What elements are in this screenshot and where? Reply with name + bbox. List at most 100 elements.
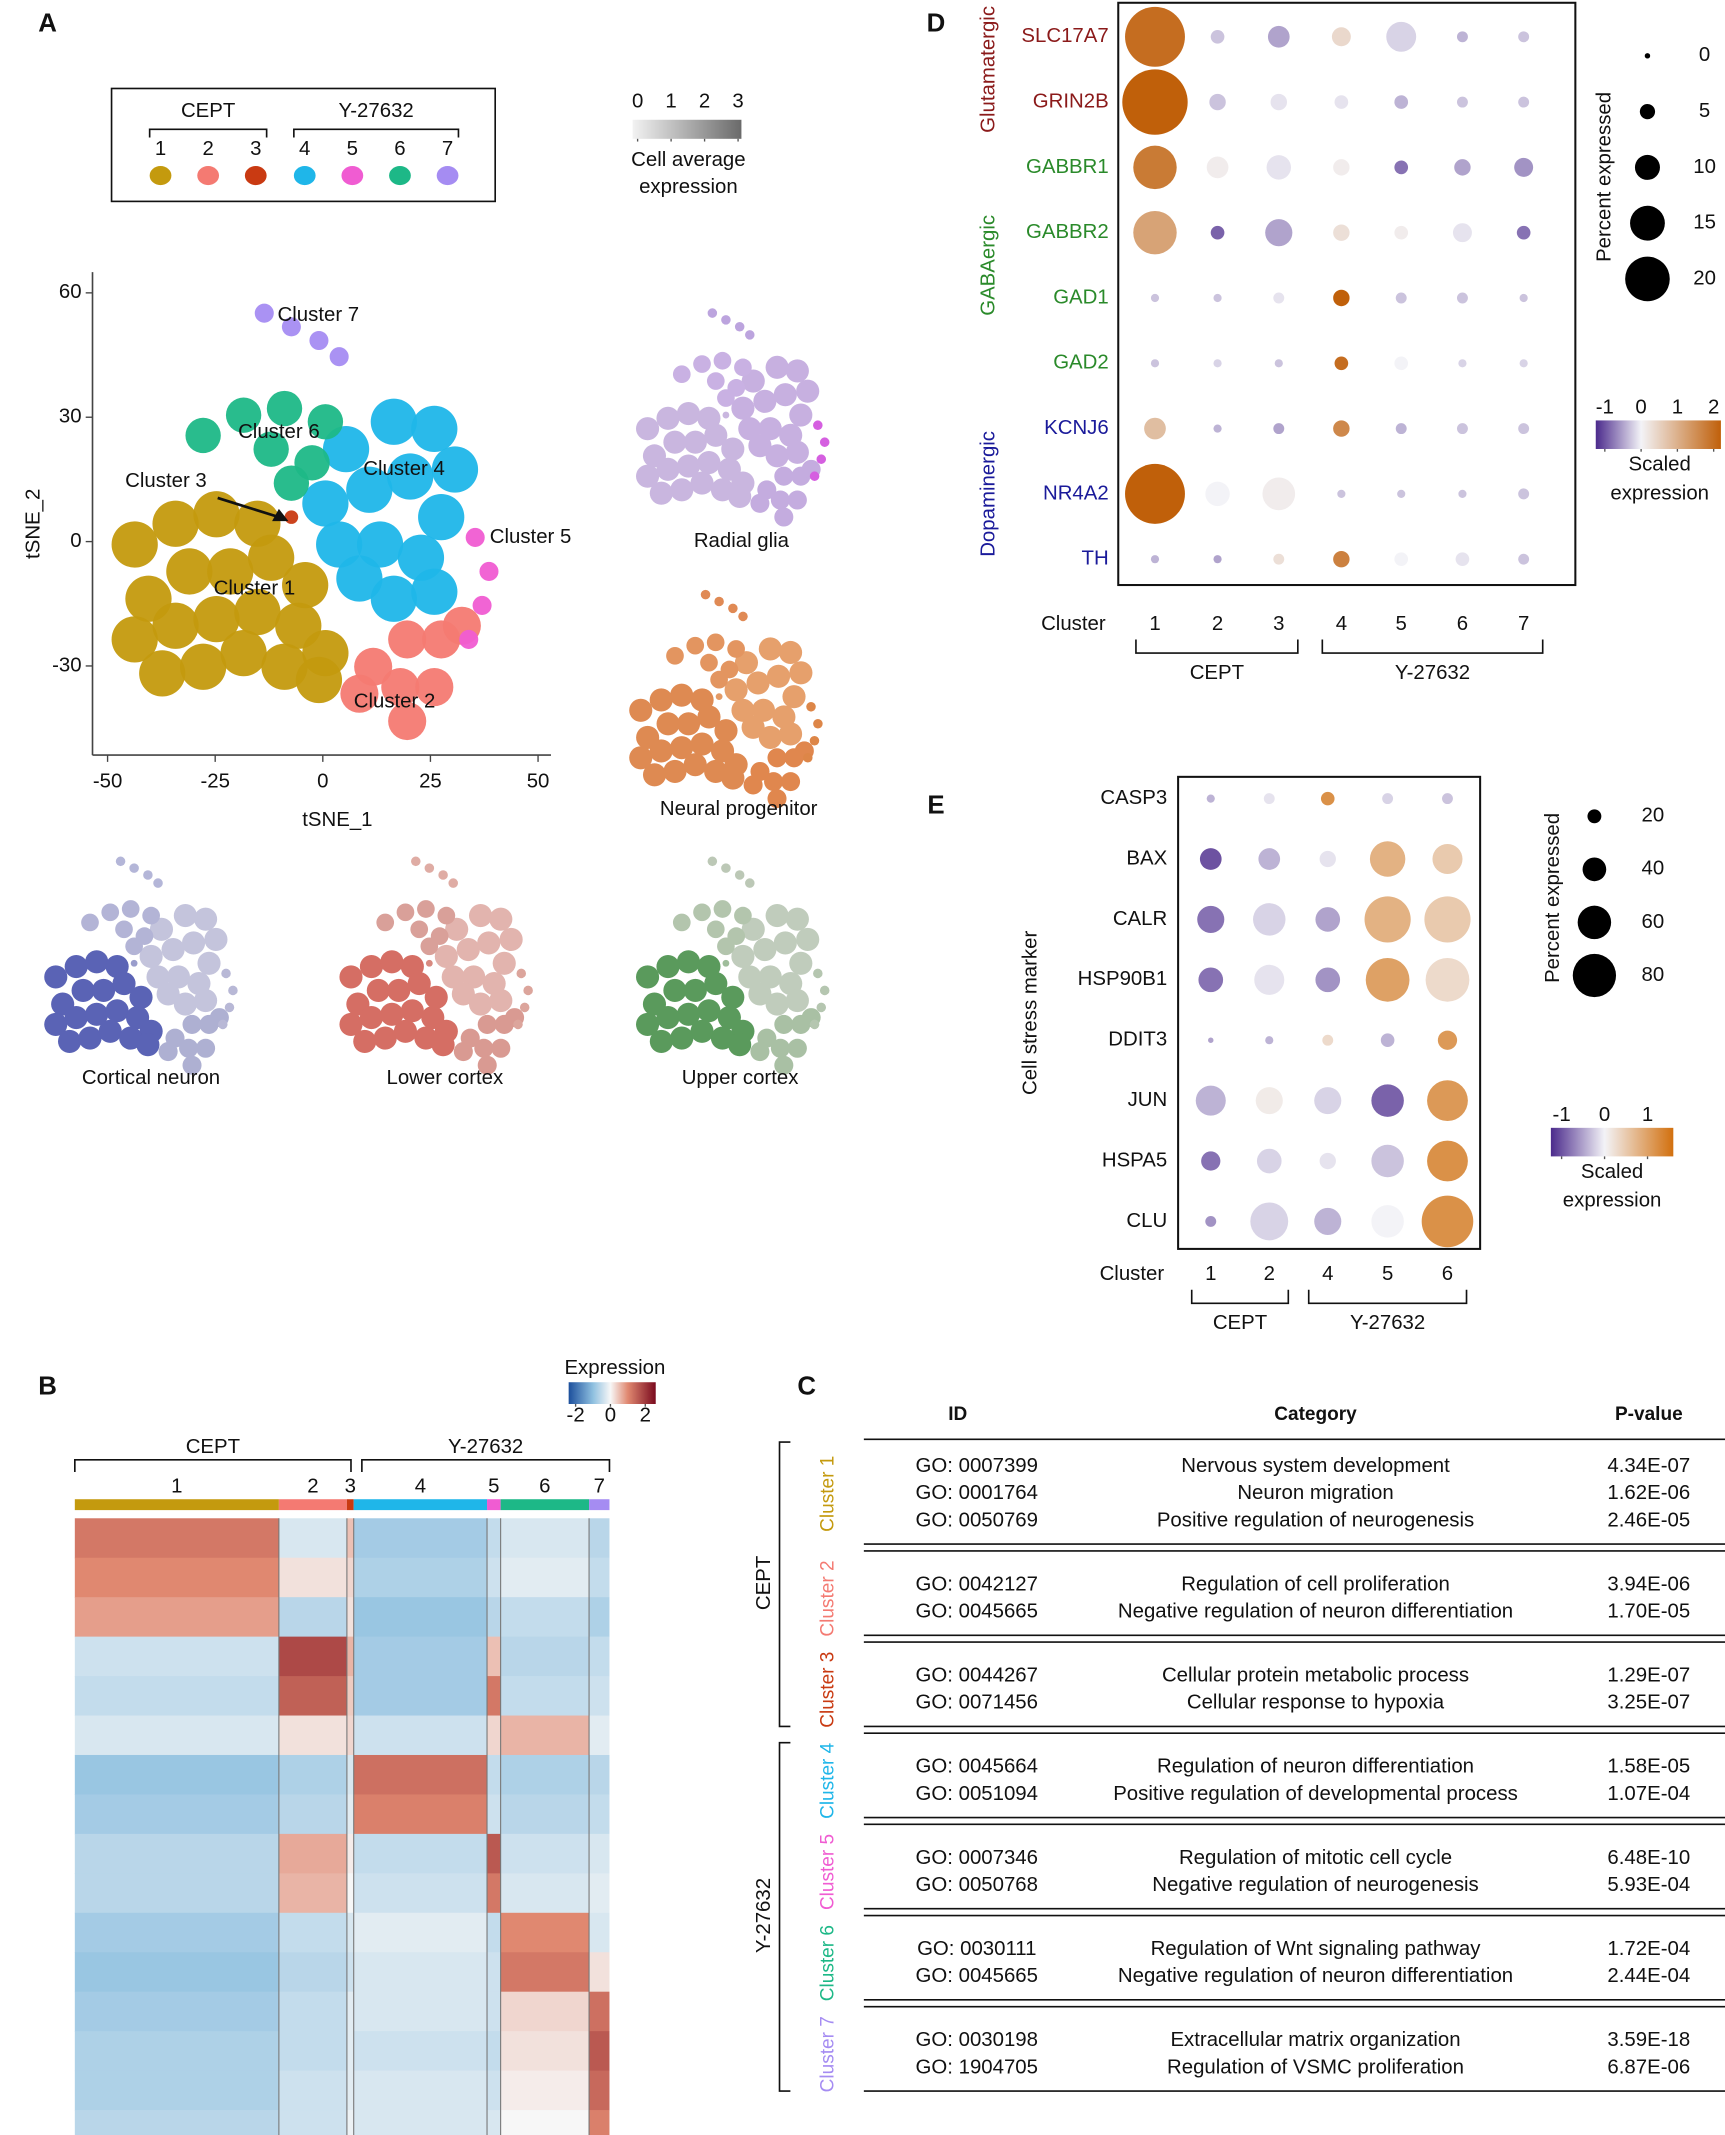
point [281, 317, 301, 337]
heatmap-cell [487, 1912, 501, 1953]
feature-point [789, 661, 813, 685]
dot [1209, 93, 1226, 111]
dot [1456, 31, 1468, 43]
point [307, 404, 344, 440]
legend-swatch [341, 166, 364, 186]
feature-point [431, 1033, 455, 1057]
heatmap-cell [353, 1597, 488, 1638]
dot [1250, 1202, 1289, 1241]
heatmap-cell [589, 1636, 610, 1677]
heatmap-cell [500, 1715, 590, 1756]
heatmap-cell [487, 1518, 501, 1559]
dot [1452, 223, 1472, 243]
y-axis-label: Cell stress marker [1020, 931, 1042, 1095]
dot [1333, 224, 1350, 241]
x-tick-label: 25 [419, 771, 442, 793]
feature-point [676, 1002, 701, 1026]
cluster-label: Cluster 2 [354, 690, 436, 712]
colorbar-label: Scaled [1629, 454, 1691, 476]
feature-point [513, 1019, 523, 1030]
feature-point [353, 1029, 377, 1053]
colorbar-tick-label: 1 [1672, 397, 1683, 419]
feature-point [417, 900, 435, 918]
feature-point [393, 1019, 418, 1043]
point [411, 405, 458, 452]
table-cell: Nervous system development [1181, 1455, 1450, 1477]
heatmap-cell [353, 1794, 488, 1835]
table-cell: Regulation of mitotic cell cycle [1179, 1847, 1452, 1869]
feature-point [663, 430, 687, 454]
feature-point [649, 739, 673, 763]
dot [1518, 423, 1530, 435]
dot [1319, 1152, 1336, 1170]
cluster-bar [589, 1499, 610, 1511]
table-cell: 3.25E-07 [1607, 1692, 1690, 1714]
feature-point [676, 950, 701, 974]
point [295, 656, 343, 704]
feature-point [734, 321, 745, 332]
panel-label: C [797, 1373, 816, 1401]
feature-point [727, 640, 745, 658]
feature-point [750, 493, 770, 513]
heatmap-cell [500, 1636, 590, 1677]
heatmap-cell [74, 1833, 279, 1874]
row-label: GABBR1 [1026, 156, 1109, 178]
heatmap-cell [74, 1557, 279, 1598]
dot [1197, 905, 1225, 933]
size-legend-label: 20 [1693, 267, 1716, 289]
feature-point [721, 315, 731, 325]
x-tick-label: 4 [1322, 1263, 1333, 1285]
feature-point [477, 1055, 497, 1075]
feature-point [782, 685, 806, 709]
feature-point [738, 965, 762, 989]
heatmap-cell [500, 1794, 590, 1835]
feature-point [773, 931, 797, 955]
dot [1273, 553, 1285, 565]
dot [1455, 552, 1470, 567]
size-legend-title: Percent expressed [1594, 92, 1616, 262]
x-tick-label: -25 [200, 771, 229, 793]
heatmap-cell [346, 1873, 354, 1914]
heatmap-cell [278, 1952, 347, 1993]
table-cell: 6.48E-10 [1607, 1847, 1690, 1869]
x-tick-label: 4 [1336, 613, 1347, 635]
group-label: CEPT [753, 1556, 775, 1610]
panel-label: D [927, 9, 946, 37]
table-cell: GO: 1904705 [916, 2056, 1038, 2078]
heatmap-cell [487, 1715, 501, 1756]
dot [1432, 843, 1463, 875]
heatmap-cell [353, 1952, 488, 1993]
table-cell: 6.87E-06 [1607, 2056, 1690, 2078]
heatmap-cell [353, 1912, 488, 1953]
dot [1394, 225, 1409, 240]
table-cell: 1.58E-05 [1607, 1756, 1690, 1778]
feature-point [635, 464, 660, 488]
feature-point [690, 732, 714, 756]
feature-point [731, 698, 755, 722]
heatmap-cell [278, 1873, 347, 1914]
dot [1421, 1195, 1474, 1248]
feature-point [758, 725, 782, 750]
point [284, 510, 299, 524]
dot [1371, 1084, 1404, 1117]
heatmap-cell [346, 1597, 354, 1638]
table-cell: Regulation of cell proliferation [1181, 1573, 1450, 1595]
row-group-label: Dopaminergic [977, 431, 999, 557]
heatmap-cell [74, 1912, 279, 1953]
heatmap-cell [278, 1754, 347, 1795]
feature-point [779, 640, 803, 665]
feature-point [453, 1042, 473, 1062]
heatmap-cell [74, 2070, 279, 2111]
feature-point [816, 454, 827, 464]
point [193, 595, 240, 643]
feature-point [179, 1038, 199, 1058]
point [356, 521, 404, 568]
cluster-label: Cluster 7 [278, 304, 360, 326]
row-label: KCNJ6 [1044, 417, 1109, 439]
heatmap-cell [346, 1912, 354, 1953]
feature-point [469, 904, 493, 928]
feature-point [81, 913, 99, 932]
feature-point [129, 985, 153, 1009]
point [322, 426, 370, 473]
point [273, 465, 310, 501]
